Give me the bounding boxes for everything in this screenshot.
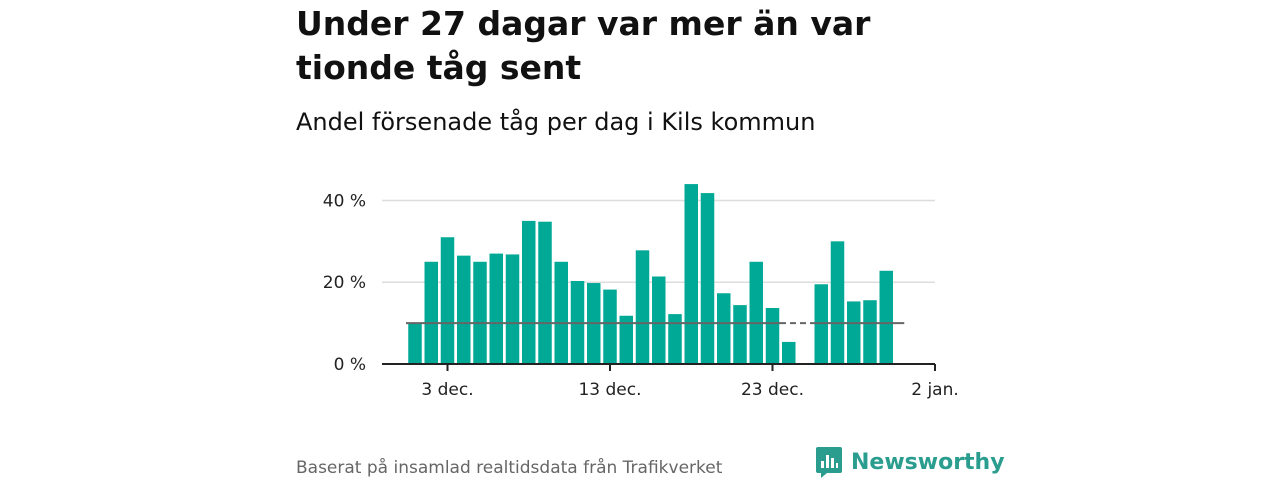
- x-tick-label: 23 dec.: [741, 380, 804, 400]
- newsworthy-logo-icon: [816, 447, 842, 478]
- bar: [782, 341, 796, 364]
- bar: [522, 220, 536, 364]
- brand-name: Newsworthy: [851, 449, 1005, 475]
- x-tick-label: 2 jan.: [911, 380, 959, 400]
- y-tick-label: 20 %: [323, 273, 366, 293]
- bar: [473, 261, 487, 364]
- bar: [603, 289, 617, 364]
- bar: [505, 254, 520, 364]
- bar: [538, 221, 552, 364]
- bar: [440, 237, 455, 364]
- bar: [684, 184, 698, 364]
- bar: [652, 276, 666, 364]
- bar-chart: 0 % 20 % 40 % 3 dec. 13 dec. 23 dec. 2 jan.: [323, 184, 959, 400]
- bar: [489, 253, 503, 364]
- bar: [424, 261, 438, 364]
- axes: 0 % 20 % 40 % 3 dec. 13 dec. 23 dec. 2 jan.: [323, 191, 959, 400]
- bar: [765, 307, 780, 364]
- bar: [717, 293, 731, 364]
- chart-title: Under 27 dagar var mer än var tionde tåg…: [296, 4, 871, 87]
- bar: [733, 305, 747, 364]
- bar: [863, 300, 877, 364]
- bar: [847, 301, 861, 364]
- bar: [635, 250, 650, 364]
- chart-subtitle: Andel försenade tåg per dag i Kils kommu…: [296, 108, 816, 136]
- bar: [457, 255, 471, 364]
- bar: [879, 270, 893, 364]
- bar: [749, 261, 763, 364]
- bars: [408, 184, 893, 364]
- source-note: Baserat på insamlad realtidsdata från Tr…: [296, 458, 723, 478]
- y-tick-label: 0 %: [334, 355, 366, 375]
- x-tick-label: 3 dec.: [421, 380, 473, 400]
- bar: [619, 315, 633, 364]
- bar: [668, 314, 682, 364]
- bar: [830, 241, 845, 364]
- bar: [408, 323, 422, 364]
- y-tick-label: 40 %: [323, 191, 366, 211]
- bar: [814, 284, 828, 364]
- brand-logo: Newsworthy: [815, 445, 1005, 479]
- x-tick-label: 13 dec.: [578, 380, 641, 400]
- bar: [700, 193, 715, 364]
- bar: [554, 261, 568, 364]
